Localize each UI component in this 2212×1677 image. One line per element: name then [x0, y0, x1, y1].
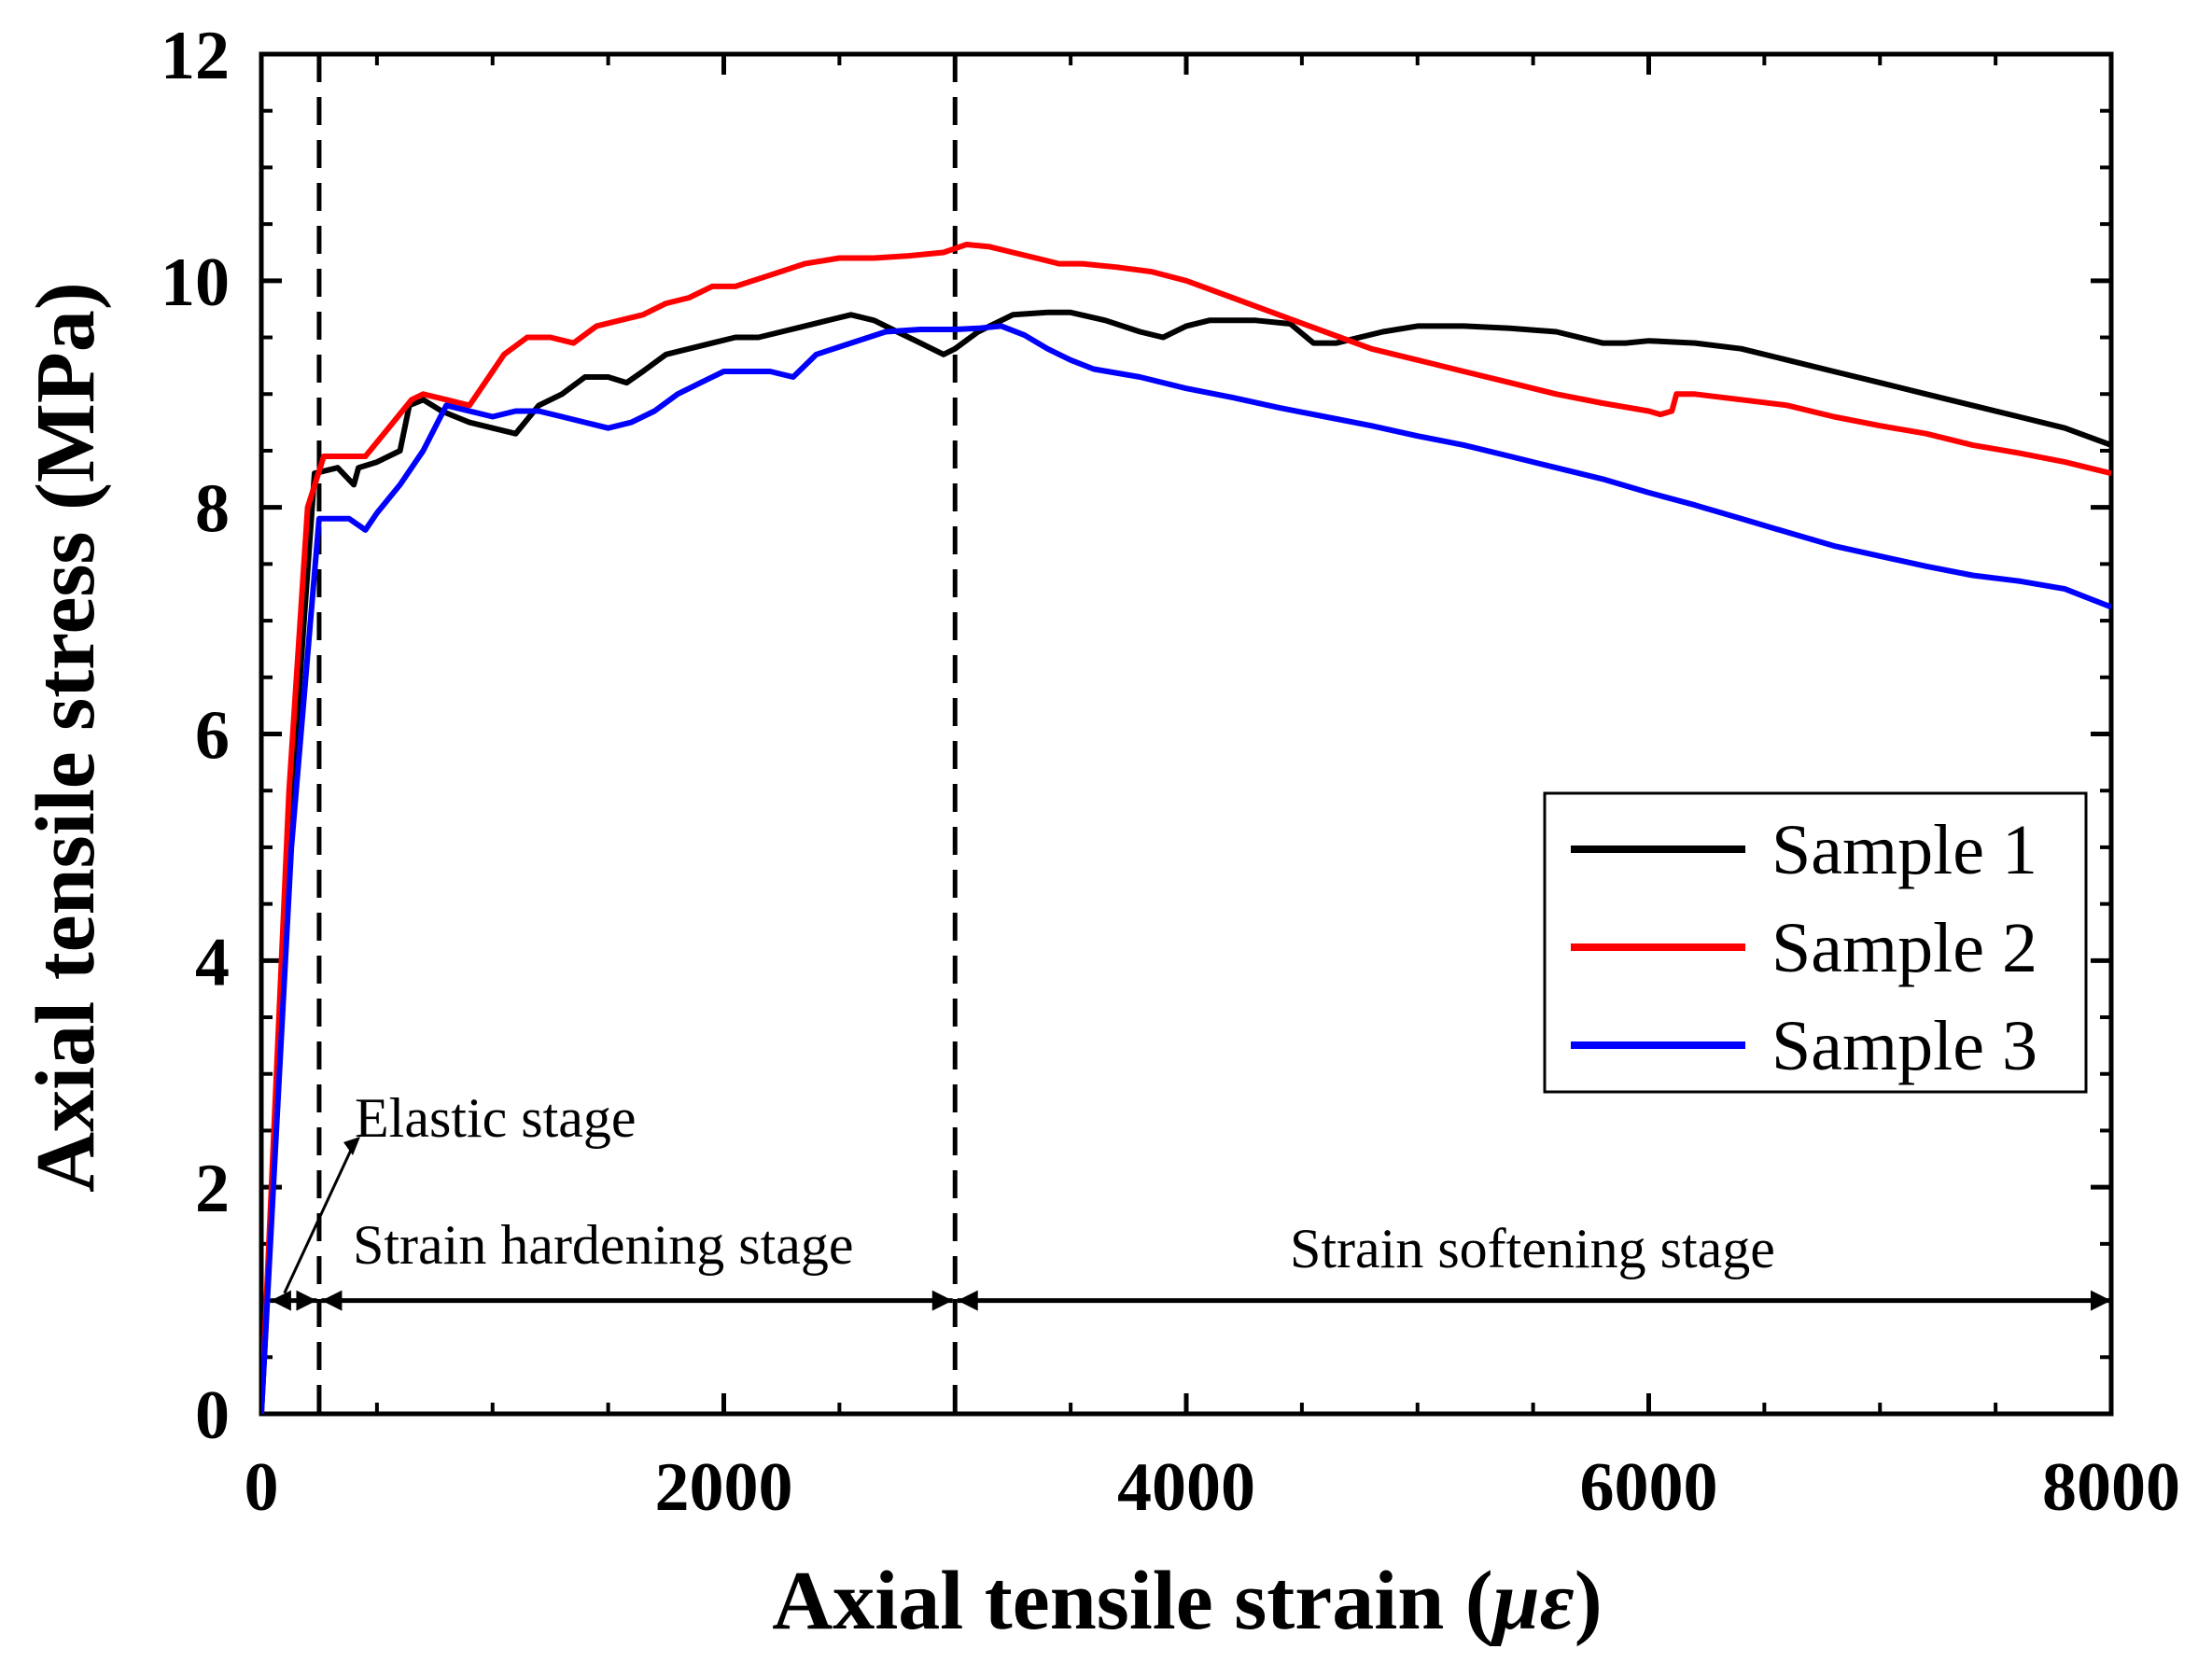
strain-softening-stage-label: Strain softening stage: [1290, 1218, 1775, 1279]
y-tick-label: 6: [195, 698, 230, 775]
elastic-stage-arrow-head-right: [296, 1290, 317, 1311]
strain-softening-stage-arrow-head-left: [957, 1290, 978, 1311]
legend: Sample 1 Sample 2 Sample 3: [1543, 791, 2088, 1094]
y-tick-label: 2: [195, 1151, 230, 1227]
stage-arrows: [270, 1137, 2111, 1311]
x-tick-label: 0: [245, 1449, 279, 1526]
y-tick-label: 10: [161, 245, 230, 321]
elastic-stage-arrow-head-left: [270, 1290, 291, 1311]
y-tick-label: 12: [161, 18, 230, 94]
x-axis-title-close: ): [1575, 1555, 1603, 1647]
y-axis-title: Axial tensile stress (MPa): [20, 282, 112, 1193]
legend-label-sample-3: Sample 3: [1771, 1007, 2037, 1085]
x-tick-label: 2000: [655, 1449, 793, 1526]
elastic-pointer-head: [343, 1137, 360, 1155]
strain-hardening-stage-label: Strain hardening stage: [353, 1214, 854, 1276]
series-line-sample-1: [261, 309, 2111, 1414]
series-line-sample-2: [261, 242, 2111, 1414]
legend-items: Sample 1 Sample 2 Sample 3: [1571, 811, 2037, 1085]
x-axis-title-main: Axial tensile strain (: [772, 1555, 1492, 1647]
x-tick-label: 6000: [1580, 1449, 1718, 1526]
strain-hardening-stage-arrow-head-right: [931, 1290, 953, 1311]
y-tick-label: 0: [195, 1377, 230, 1454]
elastic-stage-label: Elastic stage: [355, 1087, 637, 1149]
elastic-pointer-line: [283, 1145, 355, 1294]
x-tick-label: 4000: [1117, 1449, 1255, 1526]
stage-divider-lines: [316, 54, 958, 1414]
y-tick-label: 4: [195, 924, 230, 1000]
y-tick-label: 8: [195, 471, 230, 548]
strain-softening-stage-arrow-head-right: [2091, 1290, 2111, 1311]
legend-label-sample-1: Sample 1: [1771, 811, 2037, 889]
series-line-sample-3: [261, 323, 2111, 1414]
legend-label-sample-2: Sample 2: [1771, 909, 2037, 987]
x-axis-title-symbol: με: [1490, 1555, 1575, 1647]
strain-hardening-stage-arrow-head-left: [321, 1290, 343, 1311]
x-axis-title: Axial tensile strain (με): [772, 1555, 1602, 1647]
x-tick-label: 8000: [2042, 1449, 2180, 1526]
series-layer: [261, 242, 2111, 1414]
